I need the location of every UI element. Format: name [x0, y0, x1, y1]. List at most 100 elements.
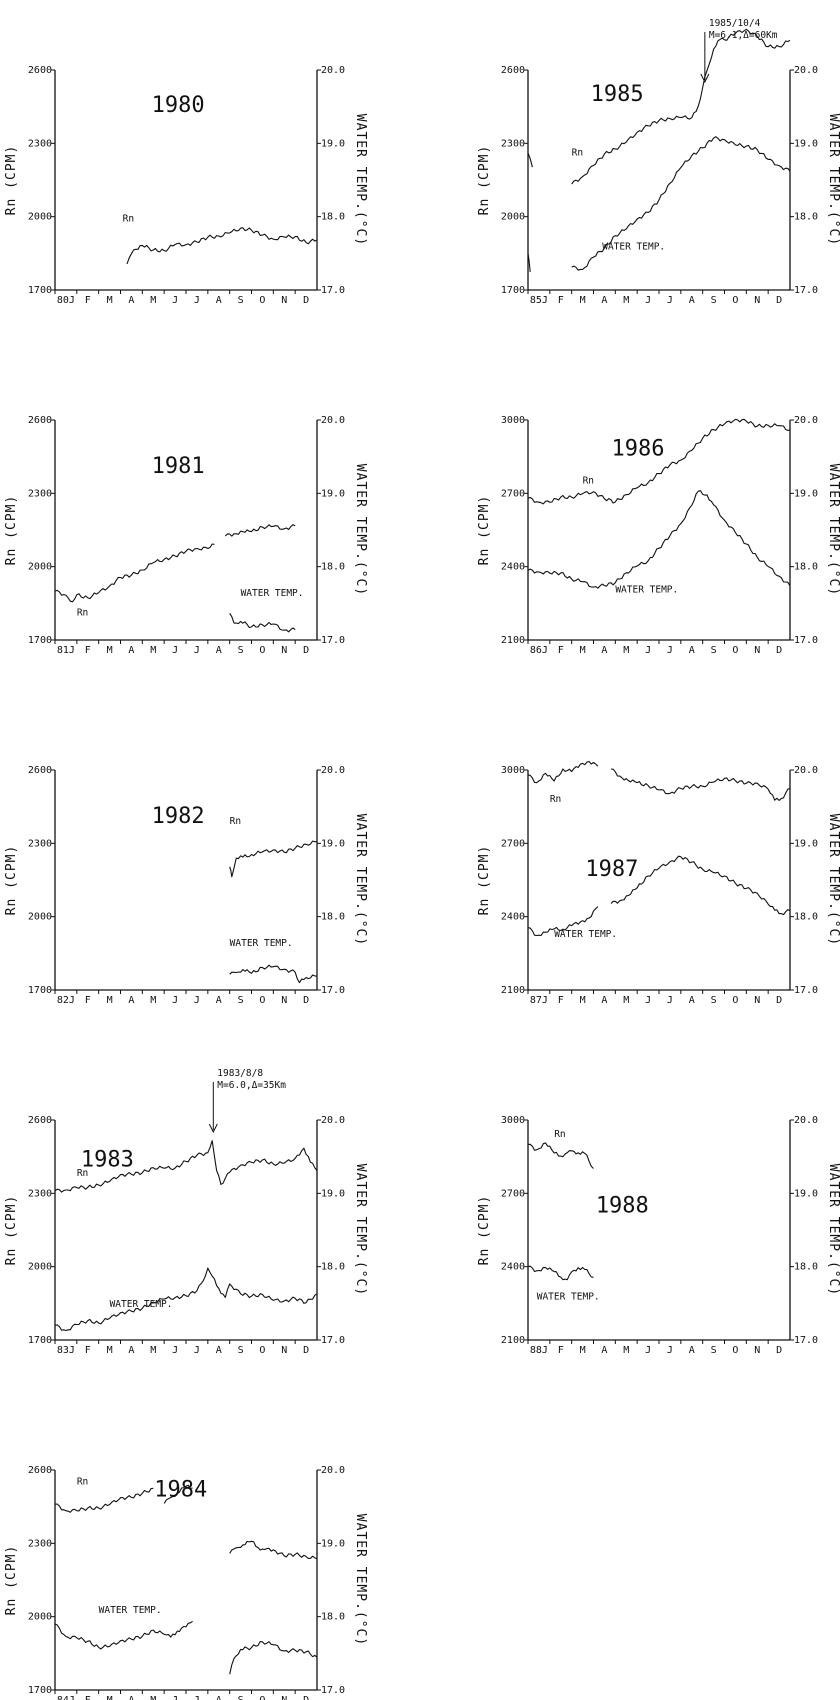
- x-tick-label: J: [194, 1695, 200, 1700]
- x-tick-label: J: [645, 645, 651, 656]
- x-tick-label: A: [216, 1695, 222, 1700]
- x-tick-label: O: [732, 645, 738, 656]
- y-left-tick-label: 2700: [501, 1188, 525, 1199]
- x-tick-label: F: [558, 1345, 564, 1356]
- y-right-tick-label: 18.0: [794, 1262, 818, 1273]
- x-tick-label: J: [667, 295, 673, 306]
- x-tick-label: J: [172, 645, 178, 656]
- y-left-tick-label: 2000: [28, 912, 52, 923]
- x-tick-label: J: [194, 995, 200, 1006]
- x-tick-label: O: [259, 1345, 265, 1356]
- x-tick-label: N: [754, 995, 760, 1006]
- x-tick-label: A: [601, 1345, 607, 1356]
- y-left-tick-label: 2300: [28, 1188, 52, 1199]
- x-tick-label: A: [128, 295, 134, 306]
- y-right-tick-label: 17.0: [321, 1685, 345, 1696]
- y-right-tick-label: 17.0: [794, 985, 818, 996]
- y-left-tick-label: 1700: [28, 285, 52, 296]
- x-tick-label: M: [107, 645, 113, 656]
- y-left-tick-label: 2100: [501, 635, 525, 646]
- x-tick-label: D: [776, 995, 782, 1006]
- year-label: 1985: [591, 82, 644, 107]
- x-tick-label: O: [732, 295, 738, 306]
- series-line: [54, 1487, 154, 1513]
- y-right-tick-label: 18.0: [321, 1262, 345, 1273]
- x-tick-label: D: [303, 995, 309, 1006]
- y-left-label: Rn (CPM): [4, 1545, 19, 1616]
- y-right-label: WATER TEMP.(°C): [826, 114, 840, 246]
- y-left-tick-label: 2300: [28, 138, 52, 149]
- x-tick-label: N: [754, 645, 760, 656]
- series-line: [229, 964, 318, 984]
- x-tick-label: J: [667, 645, 673, 656]
- y-right-tick-label: 19.0: [321, 488, 345, 499]
- series-label: WATER TEMP.: [602, 242, 665, 253]
- series-line: [229, 613, 296, 633]
- y-right-tick-label: 17.0: [794, 285, 818, 296]
- panel-1987: 2100 2400 2700 3000 17.0 18.0 19.0 20.0 87J F M A M J…: [477, 761, 840, 1006]
- x-tick-label: A: [216, 295, 222, 306]
- series-label: Rn: [550, 794, 561, 805]
- year-label: 1983: [81, 1147, 134, 1172]
- x-tick-label: 80J: [57, 295, 75, 306]
- x-tick-label: M: [107, 295, 113, 306]
- x-tick-label: A: [216, 645, 222, 656]
- x-tick-label: 81J: [57, 645, 75, 656]
- x-tick-label: J: [667, 1345, 673, 1356]
- x-tick-label: 84J: [57, 1695, 75, 1700]
- series-line: [571, 28, 791, 185]
- series-line: [527, 761, 599, 784]
- x-tick-label: 83J: [57, 1345, 75, 1356]
- y-left-tick-label: 2000: [501, 212, 525, 223]
- y-left-tick-label: 2300: [28, 1538, 52, 1549]
- y-left-tick-label: 2100: [501, 1335, 525, 1346]
- y-left-tick-label: 2600: [28, 765, 52, 776]
- x-tick-label: 85J: [530, 295, 548, 306]
- y-left-tick-label: 2600: [28, 1115, 52, 1126]
- x-tick-label: S: [238, 645, 244, 656]
- y-right-tick-label: 20.0: [794, 415, 818, 426]
- y-right-tick-label: 17.0: [321, 285, 345, 296]
- x-tick-label: A: [689, 1345, 695, 1356]
- x-tick-label: M: [580, 1345, 586, 1356]
- event-arrow-head: [208, 1123, 218, 1134]
- x-tick-label: M: [107, 1695, 113, 1700]
- x-tick-label: D: [303, 1695, 309, 1700]
- x-tick-label: D: [776, 295, 782, 306]
- series-label: Rn: [230, 816, 241, 827]
- y-left-tick-label: 2600: [28, 415, 52, 426]
- x-tick-label: M: [623, 995, 629, 1006]
- y-left-tick-label: 2000: [28, 1612, 52, 1623]
- x-tick-label: J: [194, 295, 200, 306]
- x-tick-label: J: [645, 295, 651, 306]
- y-right-tick-label: 19.0: [794, 138, 818, 149]
- y-right-label: WATER TEMP.(°C): [353, 464, 368, 596]
- x-tick-label: D: [303, 1345, 309, 1356]
- y-left-tick-label: 1700: [28, 985, 52, 996]
- series-line: [229, 840, 317, 878]
- series-line: [610, 855, 791, 916]
- y-right-tick-label: 19.0: [794, 838, 818, 849]
- series-label: Rn: [583, 476, 594, 487]
- series-line: [229, 1540, 318, 1560]
- series-label: WATER TEMP.: [99, 1605, 162, 1616]
- y-left-tick-label: 2700: [501, 838, 525, 849]
- x-tick-label: A: [689, 645, 695, 656]
- x-tick-label: D: [303, 295, 309, 306]
- y-right-tick-label: 18.0: [794, 562, 818, 573]
- series-label: Rn: [554, 1129, 565, 1140]
- x-tick-label: M: [580, 645, 586, 656]
- y-right-label: WATER TEMP.(°C): [826, 814, 840, 946]
- x-tick-label: A: [216, 1345, 222, 1356]
- y-left-label: Rn (CPM): [477, 845, 492, 916]
- x-tick-label: F: [558, 295, 564, 306]
- series-line: [527, 906, 599, 937]
- series-line: [527, 152, 533, 168]
- y-left-tick-label: 2000: [28, 1262, 52, 1273]
- series-line: [54, 1140, 318, 1193]
- series-label: Rn: [77, 1477, 88, 1488]
- x-tick-label: O: [259, 295, 265, 306]
- x-tick-label: S: [238, 1345, 244, 1356]
- panel-1988: 2100 2400 2700 3000 17.0 18.0 19.0 20.0 88J F M A M J…: [477, 1115, 840, 1356]
- y-right-tick-label: 18.0: [321, 212, 345, 223]
